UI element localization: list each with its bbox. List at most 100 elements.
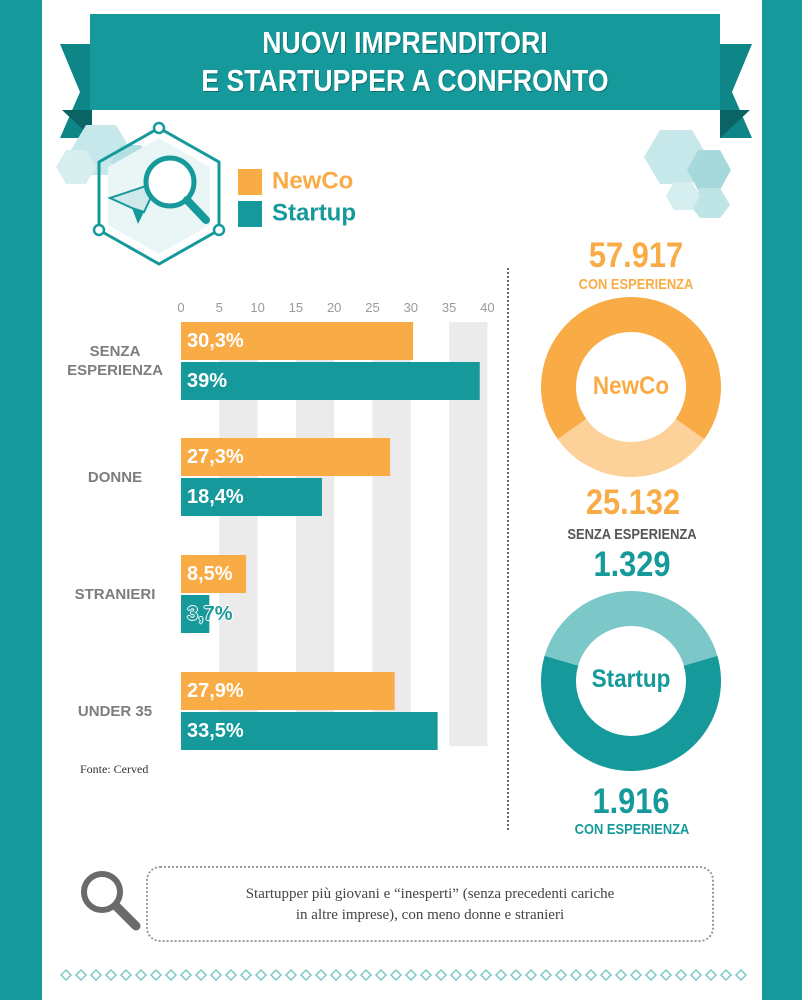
diamond-ornament	[464, 968, 478, 982]
diamond-ornament	[719, 968, 733, 982]
diamond-ornament	[689, 968, 703, 982]
summary-note-line1: Startupper più giovani e “inesperti” (se…	[245, 886, 615, 902]
donut-slice-con-esperienza	[541, 655, 721, 771]
newco-experienced-value: 57.917	[588, 236, 684, 275]
diamond-ornament	[89, 968, 103, 982]
title-banner: NUOVI IMPRENDITORI E STARTUPPER A CONFRO…	[90, 14, 720, 110]
newco-inexperienced-value: 25.132	[585, 483, 681, 522]
diamond-ornament	[539, 968, 553, 982]
bar-value-label: 30,3%	[187, 330, 244, 352]
diamond-ornament	[554, 968, 568, 982]
newco-donut-center-label: NewCo	[592, 372, 670, 400]
x-tick-label: 0	[177, 300, 185, 315]
diamond-ornament	[119, 968, 133, 982]
startup-donut	[541, 591, 721, 771]
diamond-ornament	[524, 968, 538, 982]
bar-newco	[181, 322, 414, 360]
bar-value-label: 8,5%	[187, 563, 233, 585]
diamond-ornament	[239, 968, 253, 982]
legend-swatch-startup	[238, 200, 262, 227]
donut-slice-con-esperienza	[541, 297, 721, 440]
startup-experienced-label: CON ESPERIENZA	[574, 821, 690, 838]
legend-swatch-newco	[238, 168, 262, 195]
diamond-ornament	[299, 968, 313, 982]
bar-value-label: 3,7%	[187, 603, 233, 625]
x-tick-label: 30	[403, 300, 419, 315]
diamond-ornament	[389, 968, 403, 982]
diamond-ornament	[254, 968, 268, 982]
diamond-ornament	[494, 968, 508, 982]
bar-startup	[181, 712, 438, 750]
left-border-band	[0, 0, 42, 1000]
diamond-border-row	[60, 968, 748, 982]
diamond-ornament	[734, 968, 748, 982]
diamond-ornament	[659, 968, 673, 982]
x-tick-label: 15	[288, 300, 304, 315]
right-border-band	[762, 0, 802, 1000]
bar-startup	[181, 362, 480, 400]
page-title-line2: E STARTUPPER A CONFRONTO	[201, 63, 609, 98]
bar-value-label: 39%	[187, 370, 228, 392]
diamond-ornament	[149, 968, 163, 982]
bar-chart	[181, 322, 488, 750]
diamond-ornament	[164, 968, 178, 982]
bar-value-label: 33,5%	[187, 720, 244, 742]
diamond-ornament	[329, 968, 343, 982]
legend-label-startup: Startup	[272, 199, 356, 227]
summary-note-line2: in altre imprese), con meno donne e stra…	[295, 907, 565, 923]
x-tick-label: 5	[215, 300, 223, 315]
x-tick-label: 40	[480, 300, 495, 315]
diamond-ornament	[179, 968, 193, 982]
legend-item-newco: NewCo	[238, 166, 353, 197]
category-label: STRANIERI	[74, 585, 156, 603]
diamond-ornament	[344, 968, 358, 982]
dotted-divider	[507, 268, 509, 830]
legend-item-startup: Startup	[238, 198, 356, 229]
diamond-ornament	[704, 968, 718, 982]
bar-startup	[181, 478, 322, 516]
banner-ribbon	[60, 44, 752, 138]
diamond-ornament	[629, 968, 643, 982]
diamond-ornament	[509, 968, 523, 982]
diamond-ornament	[434, 968, 448, 982]
decorative-hexagons-right	[644, 130, 731, 218]
newco-experienced-label: CON ESPERIENZA	[578, 276, 694, 293]
diamond-ornament	[194, 968, 208, 982]
bar-startup	[181, 595, 210, 633]
diamond-ornament	[374, 968, 388, 982]
diamond-ornament	[614, 968, 628, 982]
bar-value-label: 18,4%	[187, 486, 244, 508]
newco-inexperienced-label: SENZA ESPERIENZA	[567, 526, 697, 543]
magnifier-icon	[81, 871, 141, 931]
diamond-ornament	[314, 968, 328, 982]
legend-label-newco: NewCo	[272, 167, 354, 195]
diamond-ornament	[104, 968, 118, 982]
diamond-ornament	[359, 968, 373, 982]
diamond-ornament	[269, 968, 283, 982]
diamond-ornament	[449, 968, 463, 982]
diamond-ornament	[60, 968, 73, 982]
diamond-ornament	[584, 968, 598, 982]
summary-note-box: Startupper più giovani e “inesperti” (se…	[146, 866, 714, 942]
bar-value-label: 27,3%	[187, 446, 244, 468]
bar-newco	[181, 555, 247, 593]
donut-slice-senza-esperienza	[557, 418, 705, 477]
diamond-ornament	[419, 968, 433, 982]
diamond-ornament	[479, 968, 493, 982]
startup-experienced-value: 1.916	[592, 782, 670, 821]
page-title-line1: NUOVI IMPRENDITORI	[262, 25, 548, 60]
category-label: DONNE	[87, 468, 143, 486]
diamond-ornament	[569, 968, 583, 982]
x-tick-label: 20	[326, 300, 342, 315]
bar-newco	[181, 438, 391, 476]
diamond-ornament	[209, 968, 223, 982]
diamond-ornament	[134, 968, 148, 982]
diamond-ornament	[599, 968, 613, 982]
source-note: Fonte: Cerved	[80, 762, 149, 776]
magnifier-hexagon-emblem	[92, 121, 226, 266]
startup-inexperienced-value: 1.329	[593, 545, 671, 584]
diamond-ornament	[674, 968, 688, 982]
diamond-ornament	[284, 968, 298, 982]
bar-value-label: 27,9%	[187, 680, 244, 702]
x-tick-label: 10	[250, 300, 265, 315]
